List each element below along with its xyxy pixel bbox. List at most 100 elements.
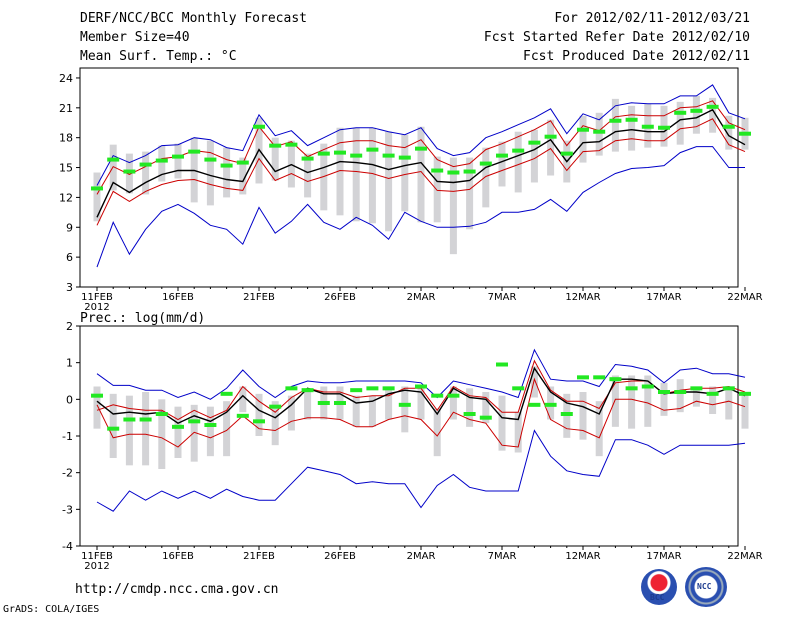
prec-ensemble-box: [271, 401, 279, 446]
temp-observed-marker: [123, 169, 136, 174]
prec-observed-marker: [463, 412, 476, 416]
temp-observed-marker: [496, 153, 508, 158]
prec-observed-marker: [172, 424, 184, 429]
temp-ensemble-box: [336, 127, 344, 216]
temp-observed-marker: [317, 151, 330, 156]
temp-ytick-label: 9: [66, 221, 73, 234]
prec-ensemble-box: [530, 366, 538, 398]
temp-observed-marker: [722, 124, 735, 129]
temp-observed-marker: [188, 149, 201, 154]
temp-observed-marker: [382, 153, 395, 158]
temp-observed-marker: [350, 153, 363, 158]
temp-xtick-label: 12MAR: [565, 292, 600, 303]
temp-ytick-label: 21: [59, 102, 73, 115]
temp-ensemble-box: [239, 157, 247, 195]
temp-ensemble-box: [579, 115, 587, 163]
prec-xtick-label: 22MAR: [727, 551, 762, 562]
temp-ensemble-box: [692, 95, 700, 134]
temp-observed-marker: [415, 146, 427, 151]
prec-xtick-label: 11FEB: [81, 551, 113, 562]
prec-ensemble-box: [514, 412, 522, 453]
temp-xtick-label: 26FEB: [324, 292, 356, 303]
temp-ensemble-box: [304, 153, 312, 198]
prec-ensemble-box: [287, 395, 295, 431]
prec-ensemble-box: [158, 399, 166, 469]
prec-ensemble-box: [611, 375, 619, 427]
temp-ensemble-box: [595, 112, 603, 156]
prec-ytick-label: -4: [62, 540, 73, 553]
temp-ytick-label: 12: [59, 191, 73, 204]
temp-ensemble-box: [466, 157, 474, 230]
prec-ensemble-box: [579, 392, 587, 440]
prec-observed-marker: [479, 415, 492, 420]
prec-observed-marker: [236, 413, 249, 418]
prec-ytick-label: -1: [62, 430, 73, 443]
prec-observed-marker: [496, 362, 508, 367]
prec-ensemble-box: [109, 393, 117, 458]
prec-xtick-label: 7MAR: [488, 551, 517, 562]
bcc-logo: BCC: [641, 569, 677, 605]
temp-observed-marker: [739, 131, 751, 136]
prec-ensemble-box: [595, 401, 603, 457]
grads-credit: GrADS: COLA/IGES: [3, 604, 100, 615]
temp-xtick-label: 7MAR: [488, 292, 517, 303]
prec-ensemble-box: [190, 404, 198, 462]
source-url[interactable]: http://cmdp.ncc.cma.gov.cn: [75, 582, 279, 597]
prec-observed-marker: [269, 404, 282, 409]
prec-observed-marker: [123, 417, 136, 422]
prec-ytick-label: -3: [62, 503, 73, 516]
prec-observed-marker: [739, 391, 751, 396]
temp-ytick-label: 18: [59, 132, 73, 145]
temp-ensemble-box: [142, 151, 150, 195]
prec-ensemble-box: [741, 392, 749, 429]
temp-series-mean: [96, 108, 746, 218]
temp-ensemble-box: [368, 127, 376, 224]
prec-xtick-label: 2MAR: [407, 551, 436, 562]
temp-observed-marker: [155, 158, 168, 163]
prec-series-mean: [96, 366, 746, 425]
temp-series-upper: [96, 100, 746, 195]
prec-ensemble-box: [239, 386, 247, 413]
temp-observed-marker: [91, 186, 103, 191]
temp-observed-marker: [220, 163, 233, 168]
prec-observed-marker: [366, 386, 379, 391]
prec-observed-marker: [107, 426, 120, 431]
temp-ytick-label: 24: [59, 72, 73, 85]
prec-observed-marker: [253, 419, 265, 424]
prec-observed-marker: [625, 386, 638, 391]
temp-observed-marker: [107, 157, 120, 162]
temp-observed-marker: [528, 140, 541, 145]
forecast-produced-date: Fcst Produced Date 2012/02/11: [523, 49, 750, 64]
prec-observed-marker: [398, 402, 411, 407]
temp-observed-marker: [253, 124, 265, 129]
prec-ensemble-box: [466, 388, 474, 427]
prec-ensemble-box: [223, 401, 231, 457]
temp-series-lower: [96, 118, 746, 226]
temp-ensemble-box: [709, 97, 717, 133]
temp-ensemble-box: [530, 129, 538, 183]
chart-title: DERF/NCC/BCC Monthly Forecast: [80, 11, 307, 26]
temp-ensemble-box: [514, 131, 522, 193]
temp-ensemble-box: [158, 145, 166, 182]
temp-ensemble-box: [547, 119, 555, 176]
temp-observed-marker: [512, 148, 525, 153]
temp-ensemble-box: [628, 105, 636, 151]
temp-observed-marker: [334, 150, 346, 155]
temp-ensemble-box: [725, 115, 733, 150]
temp-observed-marker: [269, 143, 282, 148]
prec-ensemble-box: [142, 392, 150, 466]
prec-observed-marker: [706, 391, 719, 396]
temp-ensemble-box: [482, 147, 490, 208]
prec-ensemble-box: [725, 386, 733, 420]
prec-ensemble-box: [498, 395, 506, 451]
prec-observed-marker: [722, 386, 735, 391]
prec-ytick-label: 2: [66, 320, 73, 333]
prec-observed-marker: [690, 386, 703, 391]
temp-ensemble-box: [352, 127, 360, 222]
prec-ensemble-box: [628, 375, 636, 429]
temp-observed-marker: [560, 151, 573, 156]
prec-panel: -4 -3 -2 -1 0 1 2 11FEB 16FEB 21FEB 26FEB 2MAR 7MAR 1…: [62, 320, 763, 572]
temp-observed-marker: [658, 125, 670, 130]
prec-ensemble-box: [709, 386, 717, 414]
prec-ensemble-box: [125, 395, 133, 466]
